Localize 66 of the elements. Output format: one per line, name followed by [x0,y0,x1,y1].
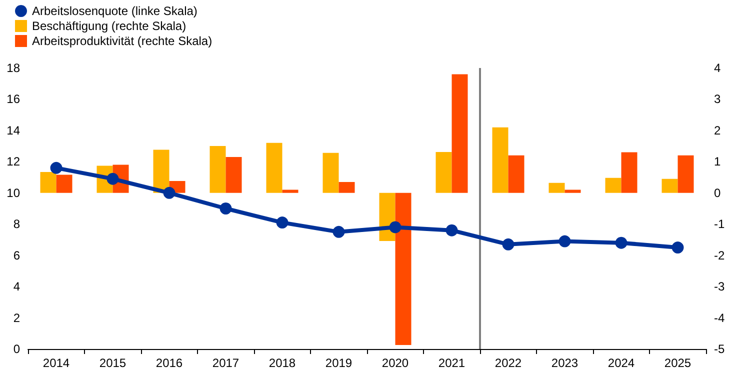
bar [605,178,622,193]
x-tick-label: 2023 [551,356,578,370]
x-tick-label: 2021 [438,356,466,370]
bar [282,190,298,193]
bar [452,74,468,193]
x-tick-label: 2019 [325,356,352,370]
y2-tick-label: -1 [714,217,725,232]
x-tick-label: 2018 [268,356,296,370]
point [502,238,514,250]
y2-tick-label: -2 [714,248,725,262]
y-tick-label: 4 [13,280,20,294]
bar [662,178,678,193]
point [615,236,628,249]
bar [436,152,452,193]
y-tick-label: 14 [6,123,20,138]
point [220,202,232,214]
y2-tick-label: 2 [714,123,721,138]
bar [266,142,282,193]
bar [395,192,412,345]
bar [621,152,638,193]
y-tick-label: 16 [6,92,20,106]
x-tick-label: 2015 [99,356,126,370]
y-tick-label: 10 [6,186,20,200]
y2-tick-label: 3 [714,92,721,106]
bar [564,190,581,193]
y-tick-label: 8 [13,217,20,232]
point [106,172,119,185]
x-tick-label: 2014 [42,356,70,370]
point [558,235,571,248]
bar [508,155,524,193]
point [389,221,402,234]
y-tick-label: 18 [6,61,20,75]
point [163,186,176,199]
point [672,242,684,254]
bar [678,155,694,193]
y-tick-label: 6 [13,248,20,262]
x-tick-label: 2020 [382,356,409,370]
y-tick-label: 0 [13,342,20,356]
y-tick-label: 12 [6,154,20,169]
point [50,162,62,174]
x-tick-label: 2017 [212,356,240,370]
point [332,226,345,238]
x-tick-label: 2025 [664,356,692,370]
bar [492,127,508,193]
point [446,224,458,236]
y2-tick-label: -5 [714,342,725,356]
legend-label: Beschäftigung (rechte Skala) [32,19,186,33]
y2-tick-label: 4 [714,61,721,75]
bar [548,182,565,193]
x-tick-label: 2016 [156,356,183,370]
x-tick-label: 2024 [608,356,635,370]
y-tick-label: 2 [13,310,20,325]
bar [210,146,226,193]
x-tick-label: 2022 [494,356,522,370]
bar [56,174,72,193]
bar [322,152,339,193]
y2-tick-label: 1 [714,154,721,169]
bar [40,172,56,193]
legend-label: Arbeitsproduktivität (rechte Skala) [32,34,212,48]
legend-label: Arbeitslosenquote (linke Skala) [32,4,198,18]
bar [338,182,355,193]
bar [226,156,242,193]
point [276,216,288,229]
y2-tick-label: -4 [714,310,725,325]
y2-tick-label: -3 [714,280,725,294]
y2-tick-label: 0 [714,186,721,200]
